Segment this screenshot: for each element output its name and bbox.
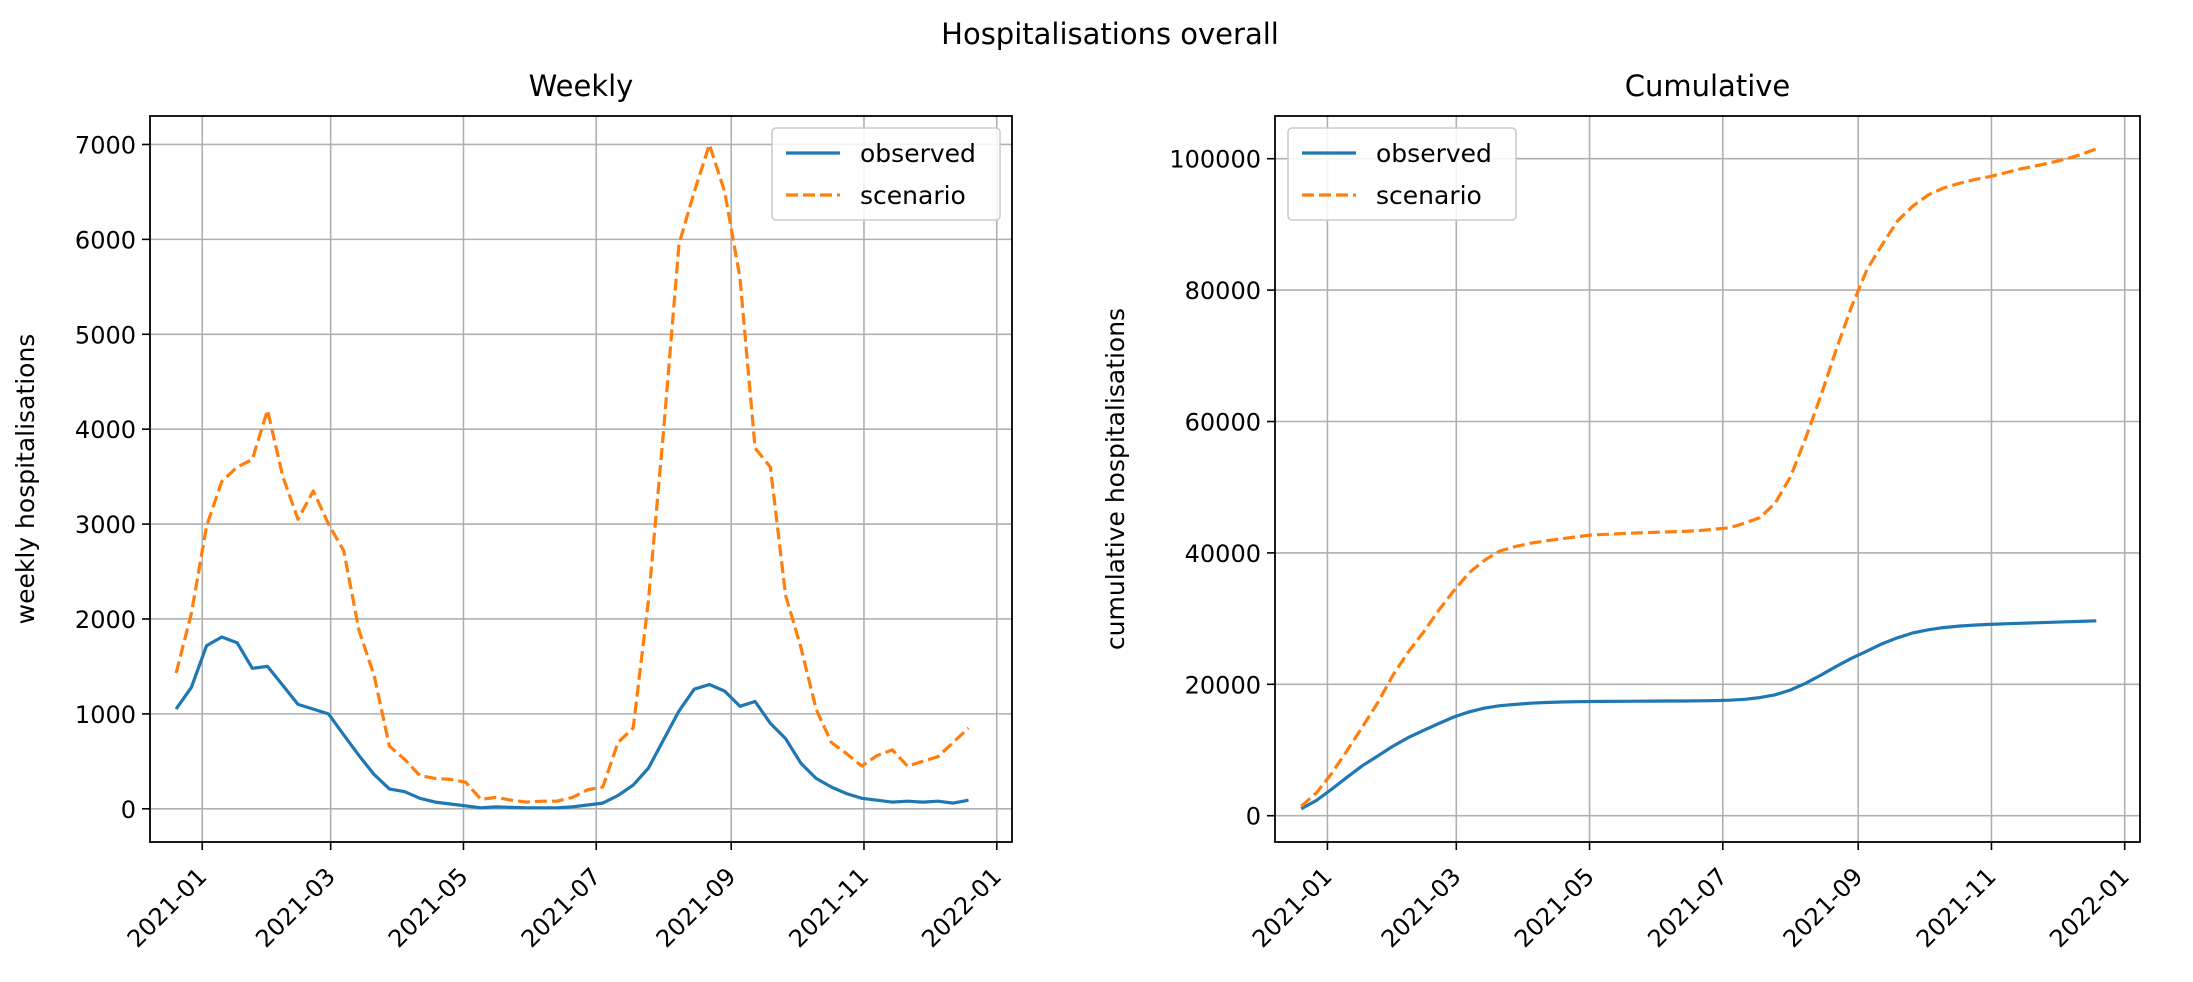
subplot-title: Weekly <box>529 69 634 103</box>
series-line-observed <box>1300 619 2097 811</box>
x-tick-label: 2021-07 <box>516 862 607 953</box>
y-tick-label: 0 <box>1246 803 1261 831</box>
y-tick-label: 60000 <box>1185 409 1261 437</box>
y-tick-label: 3000 <box>75 511 136 539</box>
legend: observed scenario <box>1287 127 1517 221</box>
legend-label-observed: observed <box>860 139 976 168</box>
x-tick-label: 2021-09 <box>1778 862 1869 953</box>
x-tick-label: 2021-03 <box>1376 862 1467 953</box>
y-tick-label: 100000 <box>1169 146 1261 174</box>
y-tick-label: 7000 <box>75 131 136 159</box>
y-axis-label: weekly hospitalisations <box>11 334 40 625</box>
axes-frame <box>1274 115 2141 843</box>
x-tick-label: 2022-01 <box>916 862 1007 953</box>
legend-box <box>1287 127 1517 221</box>
y-tick-label: 4000 <box>75 416 136 444</box>
y-tick-label: 1000 <box>75 701 136 729</box>
legend-label-scenario: scenario <box>860 181 966 210</box>
series-line-scenario <box>174 142 970 804</box>
x-tick-label: 2021-05 <box>1509 862 1600 953</box>
series-line-observed <box>174 635 969 810</box>
y-tick-label: 20000 <box>1185 671 1261 699</box>
series-line-scenario <box>1300 147 2097 808</box>
legend-box <box>771 127 1001 221</box>
y-tick-label: 5000 <box>75 321 136 349</box>
subplot-2: 2021-01 2021-03 2021-05 2021-07 2021-09 2021-… <box>1101 69 2141 953</box>
legend-label-observed: observed <box>1376 139 1492 168</box>
y-tick-label: 40000 <box>1185 540 1261 568</box>
subplot-1: 2021-01 2021-03 2021-05 2021-07 2021-09 2021-… <box>11 69 1013 953</box>
y-axis-label: cumulative hospitalisations <box>1101 308 1130 650</box>
x-tick-label: 2021-01 <box>122 862 213 953</box>
figure-suptitle: Hospitalisations overall <box>941 17 1279 51</box>
y-tick-label: 2000 <box>75 606 136 634</box>
y-tick-label: 6000 <box>75 226 136 254</box>
legend-label-scenario: scenario <box>1376 181 1482 210</box>
x-tick-label: 2021-11 <box>1911 862 2002 953</box>
axes-frame <box>149 115 1013 843</box>
subplot-title: Cumulative <box>1625 69 1791 103</box>
x-tick-label: 2022-01 <box>2044 862 2135 953</box>
x-tick-label: 2021-01 <box>1247 862 1338 953</box>
x-tick-label: 2021-11 <box>784 862 875 953</box>
y-tick-label: 80000 <box>1185 277 1261 305</box>
legend: observed scenario <box>771 127 1001 221</box>
y-tick-label: 0 <box>121 796 136 824</box>
x-tick-label: 2021-07 <box>1642 862 1733 953</box>
x-tick-label: 2021-05 <box>383 862 474 953</box>
x-tick-label: 2021-09 <box>651 862 742 953</box>
x-tick-label: 2021-03 <box>250 862 341 953</box>
plots-layer: 2021-01 2021-03 2021-05 2021-07 2021-09 2021-… <box>11 69 2141 953</box>
